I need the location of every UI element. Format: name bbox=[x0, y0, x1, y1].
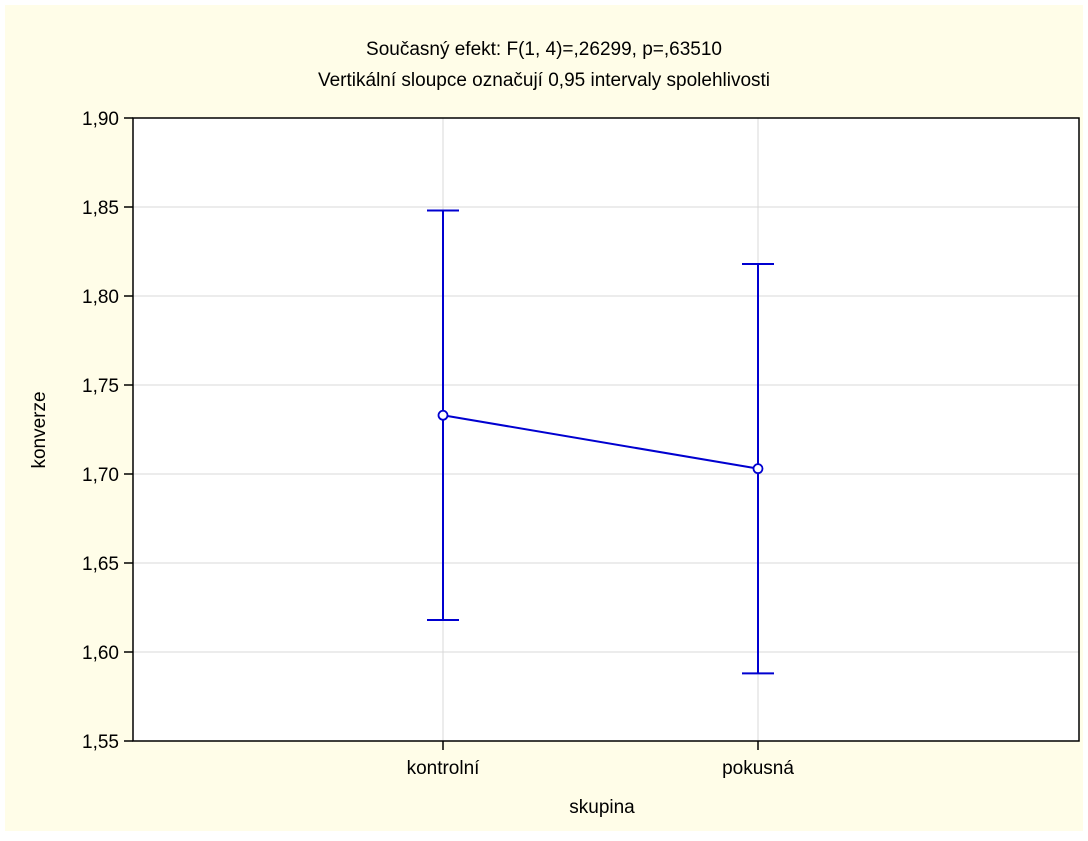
y-tick-label: 1,90 bbox=[82, 109, 119, 130]
mean-point bbox=[437, 409, 449, 421]
mean-point bbox=[752, 463, 764, 475]
y-axis: 1,90 1,85 1,80 1,75 1,70 1,65 1,60 1,55 bbox=[82, 109, 133, 753]
y-tick-label: 1,80 bbox=[82, 287, 119, 308]
y-tick-label: 1,85 bbox=[82, 198, 119, 219]
chart-svg: Současný efekt: F(1, 4)=,26299, p=,63510… bbox=[29, 39, 1080, 818]
x-axis-title: skupina bbox=[569, 797, 635, 818]
chart-title: Současný efekt: F(1, 4)=,26299, p=,63510 bbox=[366, 39, 722, 60]
series-group bbox=[427, 209, 774, 675]
y-tick-label: 1,60 bbox=[82, 643, 119, 664]
x-axis: kontrolní pokusná bbox=[407, 741, 794, 779]
series-line bbox=[442, 414, 759, 470]
y-tick-label: 1,55 bbox=[82, 732, 119, 753]
chart-frame: Současný efekt: F(1, 4)=,26299, p=,63510… bbox=[5, 5, 1083, 831]
y-tick-label: 1,70 bbox=[82, 465, 119, 486]
y-tick-label: 1,75 bbox=[82, 376, 119, 397]
x-tick-label: pokusná bbox=[722, 758, 794, 779]
x-tick-label: kontrolní bbox=[407, 758, 481, 779]
plot-border bbox=[132, 117, 1080, 742]
y-tick-label: 1,65 bbox=[82, 554, 119, 575]
chart-subtitle: Vertikální sloupce označují 0,95 interva… bbox=[318, 70, 770, 91]
y-axis-title: konverze bbox=[29, 391, 50, 468]
plot-area bbox=[133, 118, 1079, 741]
